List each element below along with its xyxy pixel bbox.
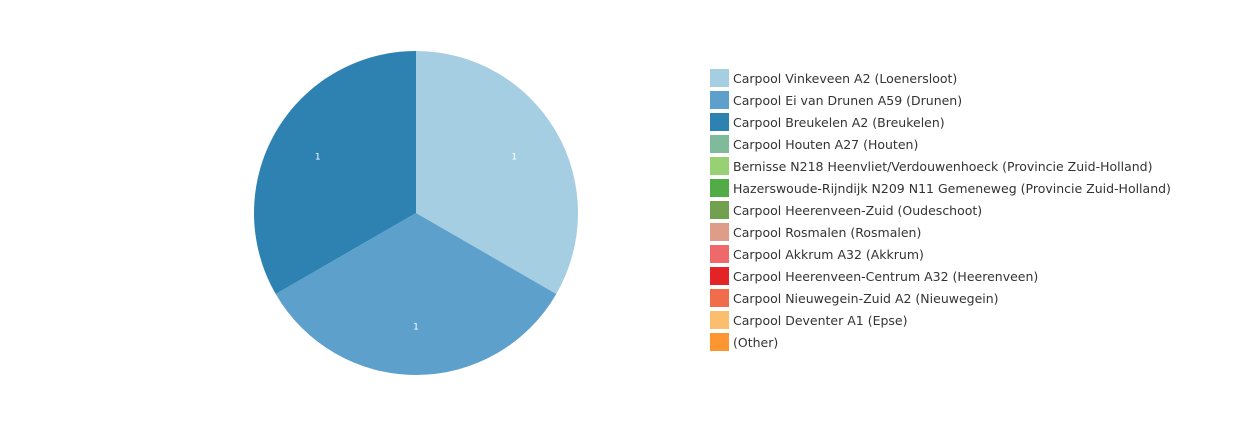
pie-slice-2[interactable]	[275, 213, 557, 376]
legend-swatch	[710, 267, 729, 285]
legend-label: Carpool Breukelen A2 (Breukelen)	[733, 115, 945, 130]
legend-item[interactable]: Carpool Heerenveen-Centrum A32 (Heerenve…	[710, 267, 1038, 285]
legend-item[interactable]: Carpool Deventer A1 (Epse)	[710, 311, 908, 329]
legend-label: Carpool Vinkeveen A2 (Loenersloot)	[733, 71, 957, 86]
pie-slices	[254, 51, 579, 376]
legend-label: Carpool Rosmalen (Rosmalen)	[733, 225, 921, 240]
slice-value-label: 1	[315, 152, 321, 162]
legend-swatch	[710, 157, 729, 175]
legend-label: Carpool Ei van Drunen A59 (Drunen)	[733, 93, 962, 108]
legend-label: Carpool Deventer A1 (Epse)	[733, 313, 908, 328]
legend: Carpool Vinkeveen A2 (Loenersloot) Carpoo…	[710, 69, 1171, 351]
legend-swatch	[710, 113, 729, 131]
legend-swatch	[710, 69, 729, 87]
pie-slice-1[interactable]	[416, 51, 579, 294]
legend-label: Carpool Heerenveen-Centrum A32 (Heerenve…	[733, 269, 1038, 284]
legend-item[interactable]: Carpool Nieuwegein-Zuid A2 (Nieuwegein)	[710, 289, 999, 307]
legend-label: (Other)	[733, 335, 778, 350]
legend-swatch	[710, 179, 729, 197]
legend-item[interactable]: Hazerswoude-Rijndijk N209 N11 Gemeneweg …	[710, 179, 1171, 197]
legend-label: Hazerswoude-Rijndijk N209 N11 Gemeneweg …	[733, 181, 1171, 196]
legend-swatch	[710, 289, 729, 307]
legend-swatch	[710, 311, 729, 329]
legend-label: Carpool Houten A27 (Houten)	[733, 137, 918, 152]
pie-slice-3[interactable]	[254, 51, 416, 294]
legend-swatch	[710, 223, 729, 241]
legend-item[interactable]: Carpool Breukelen A2 (Breukelen)	[710, 113, 945, 131]
legend-label: Carpool Nieuwegein-Zuid A2 (Nieuwegein)	[733, 291, 999, 306]
legend-item[interactable]: Carpool Rosmalen (Rosmalen)	[710, 223, 921, 241]
legend-swatch	[710, 333, 729, 351]
slice-value-label: 1	[511, 152, 517, 162]
legend-item[interactable]: Carpool Heerenveen-Zuid (Oudeschoot)	[710, 201, 982, 219]
legend-item[interactable]: Carpool Ei van Drunen A59 (Drunen)	[710, 91, 962, 109]
legend-swatch	[710, 91, 729, 109]
legend-swatch	[710, 135, 729, 153]
slice-value-labels: 1 1 1	[315, 152, 517, 332]
legend-item[interactable]: (Other)	[710, 333, 778, 351]
legend-label: Carpool Akkrum A32 (Akkrum)	[733, 247, 924, 262]
legend-label: Carpool Heerenveen-Zuid (Oudeschoot)	[733, 203, 982, 218]
legend-item[interactable]: Carpool Akkrum A32 (Akkrum)	[710, 245, 924, 263]
legend-label: Bernisse N218 Heenvliet/Verdouwenhoeck (…	[733, 159, 1152, 174]
legend-item[interactable]: Carpool Vinkeveen A2 (Loenersloot)	[710, 69, 957, 87]
slice-value-label: 1	[413, 322, 419, 332]
legend-swatch	[710, 245, 729, 263]
legend-item[interactable]: Carpool Houten A27 (Houten)	[710, 135, 918, 153]
legend-item[interactable]: Bernisse N218 Heenvliet/Verdouwenhoeck (…	[710, 157, 1152, 175]
legend-swatch	[710, 201, 729, 219]
